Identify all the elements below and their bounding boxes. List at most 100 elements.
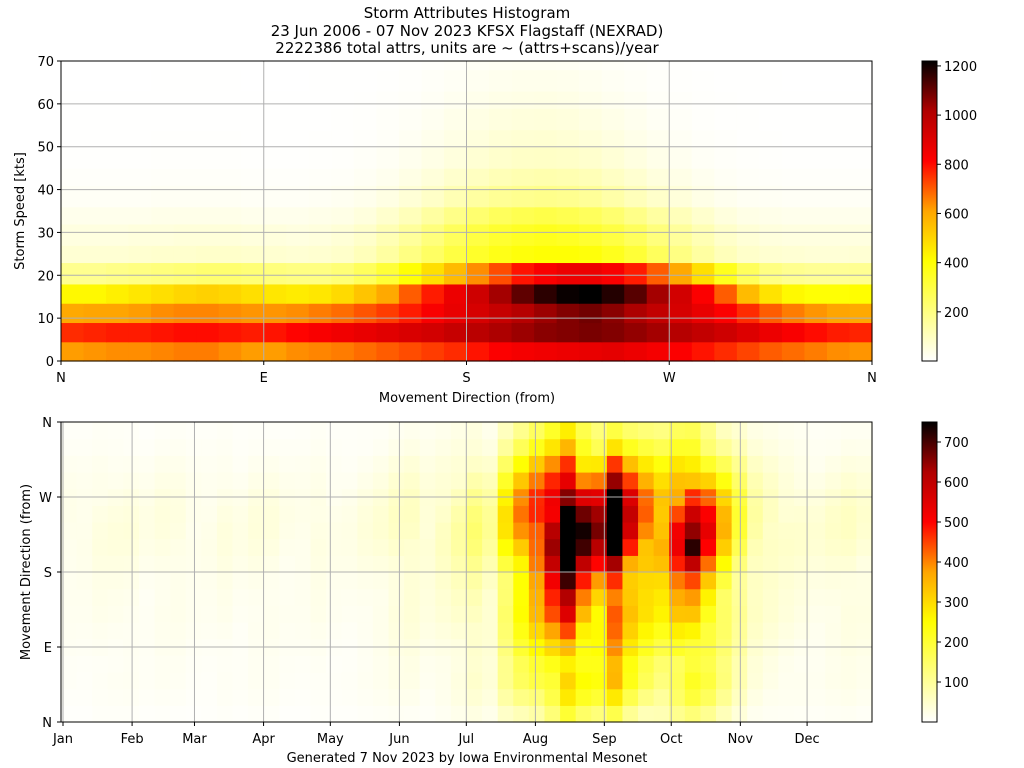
heatmap-cell [489, 91, 513, 109]
heatmap-cell [606, 688, 624, 706]
heatmap-cell [691, 262, 715, 285]
heatmap-cell [794, 522, 811, 540]
heatmap-cell [759, 283, 783, 304]
heatmap-cell [825, 505, 842, 523]
heatmap-cell [759, 206, 783, 225]
heatmap-cell [443, 108, 468, 131]
heatmap-cell [331, 303, 355, 324]
heatmap-cell [216, 622, 234, 640]
heatmap-cell [601, 322, 625, 343]
heatmap-cell [646, 283, 670, 304]
heatmap-cell [591, 705, 608, 723]
heatmap-cell [353, 61, 377, 71]
heatmap-cell [308, 262, 332, 285]
heatmap-cell [511, 168, 535, 186]
heatmap-cell [435, 455, 452, 473]
heatmap-cell [747, 538, 764, 556]
heatmap-cell [794, 622, 811, 640]
heatmap-cell [781, 303, 806, 324]
heatmap-cell [762, 672, 780, 690]
heatmap-cell [534, 223, 558, 246]
heatmap-cell [294, 505, 312, 523]
heatmap-cell [497, 522, 514, 540]
heatmap-cell [556, 283, 580, 304]
top-colorbar-gradient [922, 61, 937, 361]
heatmap-cell [759, 61, 783, 71]
colorbar-tick-label: 100 [944, 676, 969, 691]
heatmap-cell [263, 505, 280, 523]
heatmap-cell [185, 455, 202, 473]
heatmap-cell [804, 61, 828, 71]
heatmap-cell [759, 185, 783, 208]
heatmap-cell [173, 303, 197, 324]
heatmap-cell [353, 303, 377, 324]
heatmap-cell [218, 262, 242, 285]
heatmap-cell [591, 655, 608, 673]
heatmap-cell [421, 168, 445, 186]
heatmap-cell [794, 455, 811, 473]
heatmap-cell [466, 91, 490, 109]
heatmap-cell [809, 672, 826, 690]
heatmap-cell [388, 705, 405, 723]
heatmap-cell [856, 572, 873, 590]
heatmap-cell [107, 555, 124, 573]
heatmap-cell [669, 146, 693, 169]
heatmap-cell [849, 223, 873, 246]
heatmap-cell [331, 262, 355, 285]
heatmap-cell [747, 455, 764, 473]
heatmap-cell [61, 472, 78, 490]
heatmap-cell [185, 622, 202, 640]
heatmap-cell [308, 108, 332, 131]
heatmap-cell [778, 688, 795, 706]
heatmap-cell [700, 422, 717, 440]
heatmap-cell [170, 422, 187, 440]
heatmap-cell [241, 262, 265, 285]
heatmap-cell [279, 688, 296, 706]
heatmap-cell [849, 283, 873, 304]
heatmap-cell [92, 538, 109, 556]
heatmap-cell [669, 505, 686, 523]
top-colorbar-frame [921, 60, 938, 362]
heatmap-cell [216, 655, 234, 673]
heatmap-cell [173, 61, 197, 71]
x-tick-label: Mar [182, 732, 207, 747]
heatmap-cell [606, 438, 624, 456]
heatmap-cell [856, 555, 873, 573]
heatmap-cell [684, 555, 702, 573]
heatmap-cell [443, 341, 468, 362]
heatmap-cell [794, 505, 811, 523]
heatmap-cell [575, 588, 592, 606]
heatmap-cell [263, 588, 280, 606]
heatmap-cell [809, 605, 826, 623]
heatmap-cell [653, 572, 670, 590]
heatmap-cell [353, 283, 377, 304]
heatmap-cell [310, 655, 327, 673]
heatmap-cell [216, 605, 234, 623]
heatmap-cell [173, 283, 197, 304]
heatmap-cell [809, 505, 826, 523]
heatmap-cell [372, 655, 390, 673]
heatmap-cell [669, 555, 686, 573]
heatmap-cell [123, 505, 140, 523]
heatmap-cell [606, 655, 624, 673]
heatmap-cell [419, 472, 436, 490]
heatmap-cell [372, 455, 390, 473]
heatmap-cell [353, 322, 377, 343]
heatmap-cell [170, 605, 187, 623]
heatmap-cell [286, 322, 310, 343]
heatmap-cell [669, 572, 686, 590]
heatmap-cell [840, 422, 858, 440]
heatmap-cell [624, 108, 648, 131]
heatmap-cell [263, 283, 287, 304]
heatmap-cell [76, 422, 93, 440]
heatmap-cell [781, 129, 806, 148]
heatmap-cell [326, 655, 343, 673]
heatmap-cell [736, 262, 760, 285]
heatmap-cell [185, 605, 202, 623]
top-y-axis-label: Storm Speed [kts] [13, 152, 28, 270]
heatmap-cell [528, 605, 546, 623]
heatmap-cell [560, 605, 577, 623]
heatmap-cell [714, 61, 738, 71]
heatmap-cell [248, 538, 265, 556]
